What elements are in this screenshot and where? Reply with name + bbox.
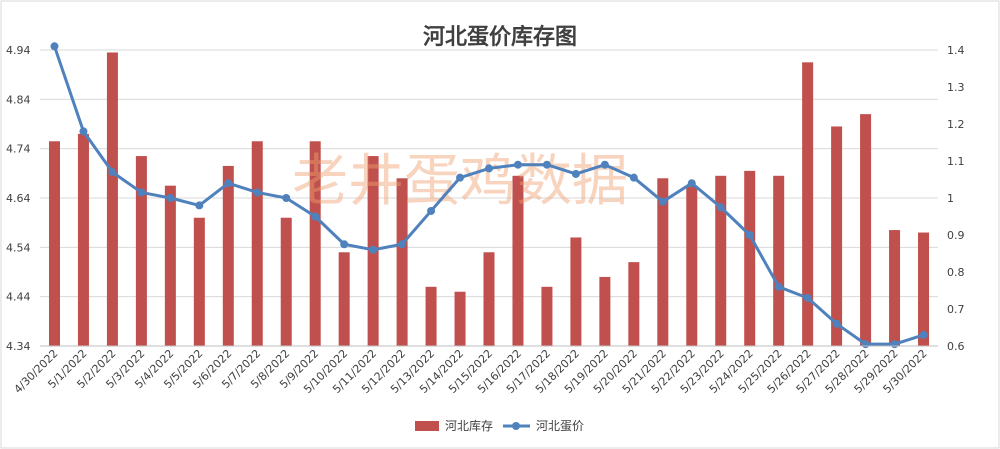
bar xyxy=(106,52,118,346)
bar xyxy=(222,165,234,346)
price-point xyxy=(50,42,59,51)
price-point xyxy=(253,188,262,197)
right-tick-label: 1.1 xyxy=(947,155,965,168)
line-series xyxy=(50,42,928,349)
right-tick-label: 1.4 xyxy=(947,44,965,57)
price-point xyxy=(919,330,928,339)
chart-title: 河北蛋价库存图 xyxy=(423,24,577,50)
legend: 河北库存 河北蛋价 xyxy=(415,418,584,433)
price-point xyxy=(166,194,175,202)
right-axis: 0.6 0.7 0.8 0.9 1 1.1 1.2 1.3 1.4 xyxy=(947,44,965,353)
bar xyxy=(483,252,495,346)
price-point xyxy=(774,282,783,291)
bar xyxy=(164,185,176,346)
bar xyxy=(599,276,611,346)
right-tick-label: 0.7 xyxy=(947,303,965,316)
bar xyxy=(309,141,321,346)
bar xyxy=(686,185,698,346)
bar xyxy=(251,141,263,346)
bar xyxy=(918,232,930,346)
price-point xyxy=(195,201,204,210)
legend-swatch-inventory xyxy=(415,421,439,431)
bar xyxy=(541,286,553,346)
price-point xyxy=(513,160,522,169)
price-point xyxy=(485,164,493,173)
price-point xyxy=(716,203,725,212)
price-point xyxy=(890,340,899,349)
price-point xyxy=(687,179,696,188)
price-point xyxy=(340,240,349,249)
bar xyxy=(715,175,727,346)
price-point xyxy=(224,179,233,188)
left-tick-label: 4.64 xyxy=(6,192,31,205)
left-tick-label: 4.84 xyxy=(6,93,31,106)
bar xyxy=(512,175,524,346)
bar xyxy=(773,175,785,346)
price-point xyxy=(745,231,754,239)
price-point xyxy=(108,168,117,177)
bar xyxy=(396,178,408,346)
price-point xyxy=(398,240,407,249)
price-point xyxy=(600,160,609,169)
left-tick-label: 4.54 xyxy=(6,241,31,254)
bar xyxy=(889,230,901,346)
right-tick-label: 0.9 xyxy=(947,229,965,242)
price-point xyxy=(369,245,378,254)
bar xyxy=(193,217,205,346)
bar xyxy=(657,178,669,346)
right-tick-label: 0.8 xyxy=(947,266,965,279)
bar xyxy=(570,237,582,346)
bar xyxy=(628,262,640,346)
bar xyxy=(338,252,350,346)
bar xyxy=(48,141,60,346)
right-tick-label: 1.2 xyxy=(947,118,965,131)
legend-marker-price xyxy=(512,422,520,430)
left-tick-label: 4.44 xyxy=(6,291,31,304)
price-point xyxy=(137,188,146,197)
legend-label-inventory: 河北库存 xyxy=(445,418,493,433)
bar xyxy=(77,133,89,346)
bar xyxy=(135,156,147,346)
price-point xyxy=(629,173,638,182)
price-point xyxy=(311,212,320,221)
right-tick-label: 1.3 xyxy=(947,81,965,94)
right-tick-label: 0.6 xyxy=(947,340,965,353)
price-point xyxy=(427,206,436,215)
price-point xyxy=(861,340,870,349)
left-tick-label: 4.94 xyxy=(6,44,31,57)
bar xyxy=(280,217,292,346)
left-tick-label: 4.74 xyxy=(6,143,31,156)
bar xyxy=(860,114,872,346)
price-point xyxy=(658,197,667,206)
bar xyxy=(454,291,466,346)
price-point xyxy=(832,319,841,328)
price-point xyxy=(456,173,465,182)
bar xyxy=(802,62,814,346)
bar xyxy=(744,170,756,346)
legend-label-price: 河北蛋价 xyxy=(536,419,584,433)
left-tick-label: 4.34 xyxy=(6,340,31,353)
bar xyxy=(831,126,843,346)
bar xyxy=(425,286,437,346)
price-point xyxy=(571,169,580,178)
bar-series xyxy=(48,52,930,346)
price-point xyxy=(803,293,812,302)
price-point xyxy=(542,160,551,169)
right-tick-label: 1 xyxy=(947,192,954,205)
price-point xyxy=(282,194,291,202)
left-axis: 4.34 4.44 4.54 4.64 4.74 4.84 4.94 xyxy=(6,44,31,353)
price-point xyxy=(79,127,88,136)
